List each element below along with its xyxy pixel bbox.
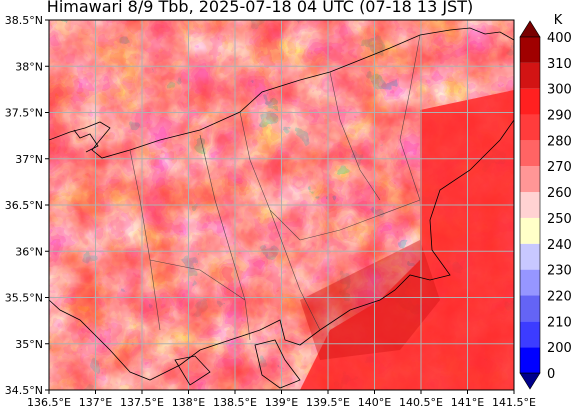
lon-tick-label: 136.5°E [27, 396, 71, 409]
colorbar-bin [520, 166, 540, 193]
colorbar-tick-label: 270 [547, 160, 571, 175]
lat-tick-label: 38°N [15, 60, 43, 73]
colorbar-tick-label: 290 [547, 109, 571, 124]
colorbar-tick-label: 250 [547, 212, 571, 227]
colorbar-tick-label: 300 [547, 83, 571, 98]
lat-tick-label: 37.5°N [5, 107, 43, 120]
lat-tick-label: 37°N [15, 153, 43, 166]
colorbar-bin [520, 243, 540, 270]
colorbar-tick-label: 260 [547, 186, 571, 201]
lon-tick-label: 137°E [79, 396, 112, 409]
colorbar-tick-label: 220 [547, 289, 571, 304]
lat-tick-label: 36°N [15, 245, 43, 258]
colorbar-bin [520, 114, 540, 141]
lat-tick-label: 35.5°N [5, 292, 43, 305]
lon-tick-label: 137.5°E [120, 396, 164, 409]
colorbar-tick-label: 210 [547, 315, 571, 330]
longitude-axis: 136.5°E 137°E 137.5°E 138°E 138.5°E 139°E 139.… [27, 390, 536, 409]
colorbar-frame [519, 36, 541, 374]
lon-tick-label: 140.5°E [399, 396, 443, 409]
colorbar-bin [520, 321, 540, 348]
latitude-axis: 34.5°N 35°N 35.5°N 36°N 36.5°N 37°N 37.5°N 38°N… [5, 14, 49, 397]
colorbar-tick-label: 280 [547, 134, 571, 149]
colorbar-tick-label: 230 [547, 264, 571, 279]
colorbar-bin [520, 140, 540, 167]
colorbar-extend-min [519, 372, 541, 390]
prefecture-borders [129, 34, 421, 341]
colorbar-tick-label: 310 [547, 57, 571, 72]
graticule [49, 20, 514, 390]
colorbar-bin [520, 192, 540, 218]
lon-tick-label: 140°E [358, 396, 391, 409]
lon-tick-label: 141.5°E [492, 396, 536, 409]
lat-tick-label: 35°N [15, 338, 43, 351]
colorbar-tick-label: 400 [547, 31, 571, 46]
colorbar: 0 200 210 220 230 240 250 260 270 280 290 300 310 400… [519, 13, 571, 390]
colorbar-tick-label: 200 [547, 341, 571, 356]
lat-tick-label: 34.5°N [5, 384, 43, 397]
lon-tick-label: 139°E [265, 396, 298, 409]
lat-tick-label: 38.5°N [5, 14, 43, 27]
colorbar-tick-label: 240 [547, 238, 571, 253]
colorbar-bin [520, 269, 540, 296]
lon-tick-label: 141°E [451, 396, 484, 409]
map-title: Himawari 8/9 Tbb, 2025-07-18 04 UTC (07-… [46, 0, 474, 16]
colorbar-bin [520, 295, 540, 322]
colorbar-tick-label: 0 [547, 367, 555, 382]
lon-tick-label: 139.5°E [306, 396, 350, 409]
colorbar-bin [520, 62, 540, 89]
colorbar-bin [520, 347, 540, 373]
colorbar-bin [520, 217, 540, 244]
colorbar-bin [520, 88, 540, 115]
lon-tick-label: 138°E [172, 396, 205, 409]
lat-tick-label: 36.5°N [5, 199, 43, 212]
colorbar-extend-max [519, 20, 541, 38]
colorbar-bin [520, 37, 540, 63]
lon-tick-label: 138.5°E [213, 396, 257, 409]
colorbar-unit: K [554, 13, 563, 28]
